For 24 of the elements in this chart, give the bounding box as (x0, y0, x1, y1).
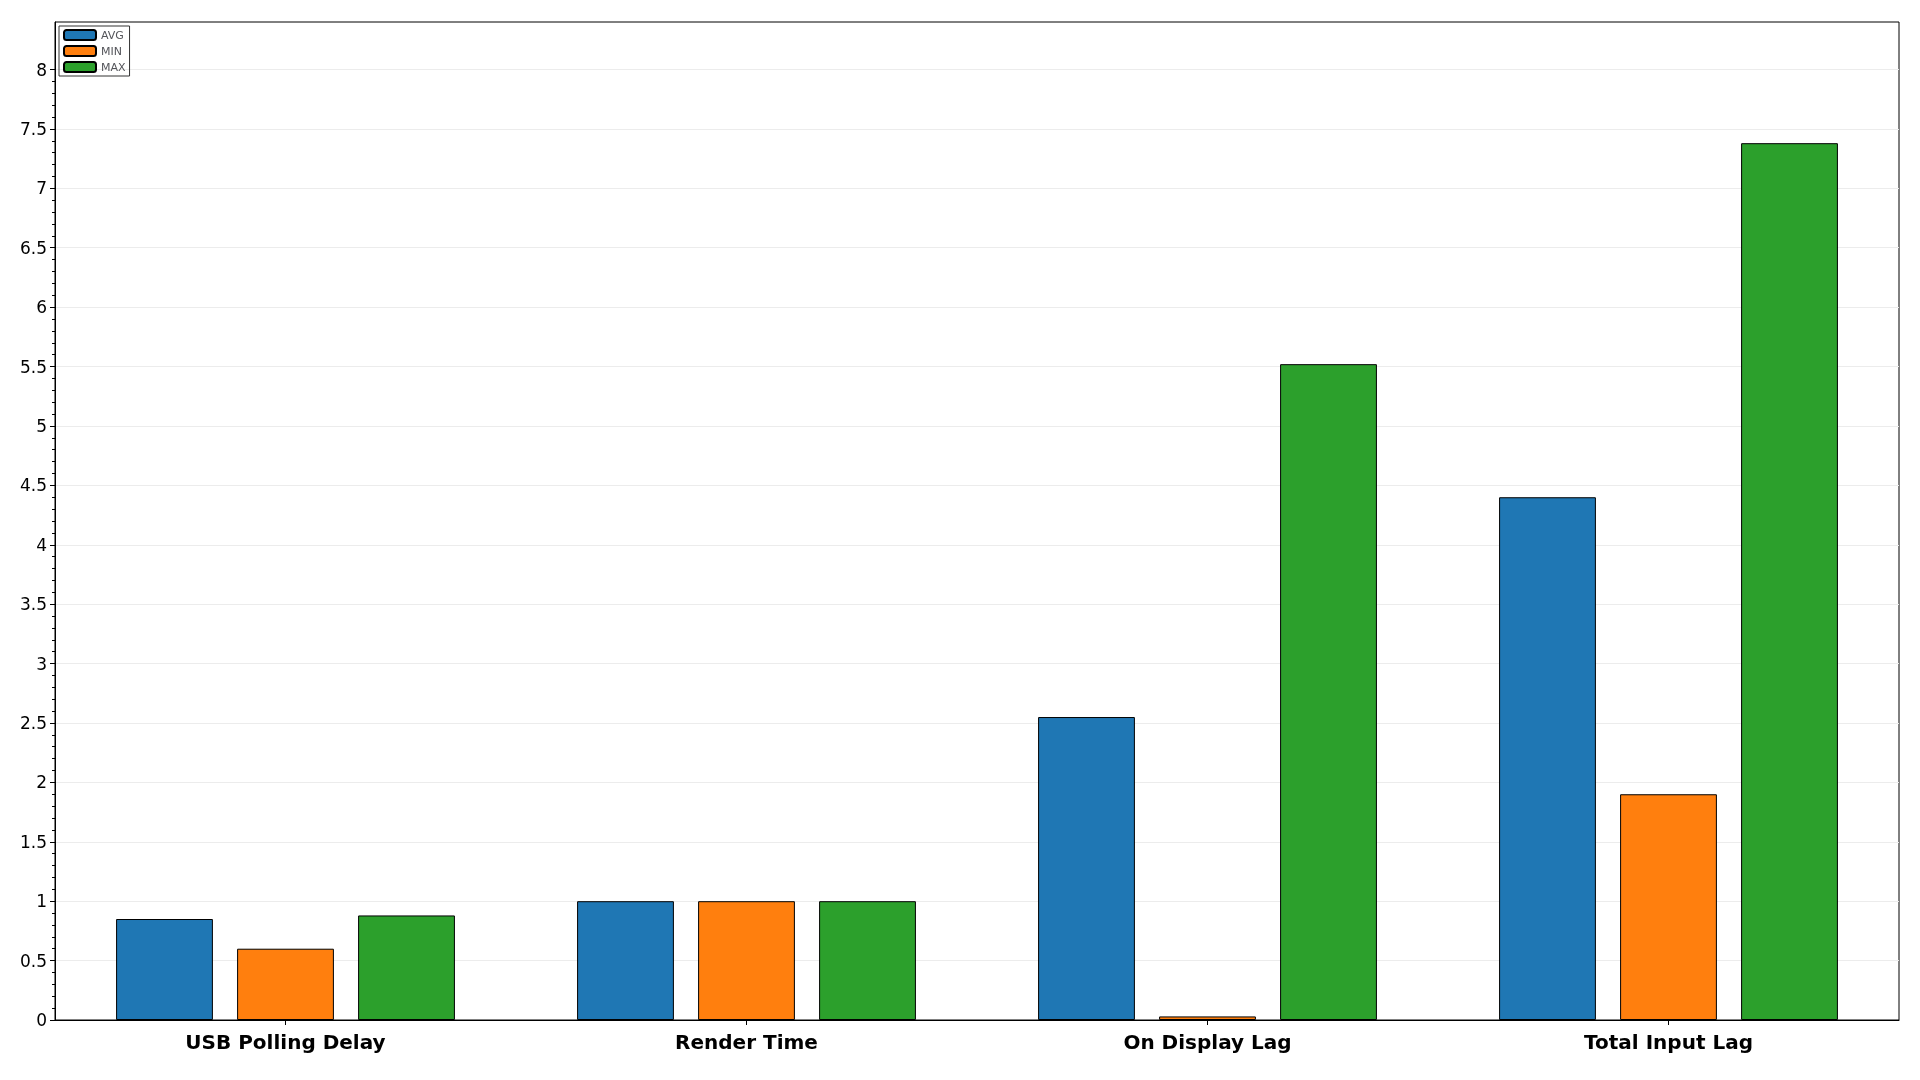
y-tick-label: 3 (36, 653, 47, 674)
y-tick-label: 7 (36, 178, 47, 199)
x-tick-label: Total Input Lag (1584, 1030, 1753, 1054)
y-tick-label: 3.5 (19, 594, 47, 615)
y-tick-label: 8 (36, 59, 47, 80)
y-tick-label: 1.5 (19, 831, 47, 852)
y-tick-label: 4 (36, 534, 47, 555)
legend-label: MAX (101, 60, 127, 74)
x-tick-label: On Display Lag (1123, 1030, 1292, 1054)
y-tick-label: 2 (36, 772, 47, 793)
legend-label: AVG (101, 28, 124, 42)
y-tick-label: 0.5 (19, 950, 47, 971)
y-tick-label: 0 (36, 1010, 47, 1030)
y-tick-label: 6 (36, 297, 47, 318)
legend-label: MIN (101, 44, 122, 58)
y-tick-label: 7.5 (19, 118, 47, 139)
y-tick-label: 1 (36, 891, 47, 912)
y-tick-label: 2.5 (19, 712, 47, 733)
x-tick-label: Render Time (675, 1030, 818, 1054)
y-tick-label: 5.5 (19, 356, 47, 377)
y-tick-label: 4.5 (19, 475, 47, 496)
y-tick-label: 5 (36, 415, 47, 436)
x-tick-label: USB Polling Delay (185, 1030, 386, 1054)
y-tick-label: 6.5 (19, 237, 47, 258)
